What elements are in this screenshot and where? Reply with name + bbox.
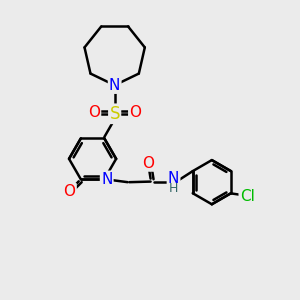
Text: Cl: Cl xyxy=(240,189,255,204)
Text: O: O xyxy=(64,184,76,199)
Text: N: N xyxy=(101,172,112,187)
Text: N: N xyxy=(109,78,120,93)
Text: O: O xyxy=(142,155,154,170)
Text: N: N xyxy=(168,171,179,186)
Text: S: S xyxy=(110,105,120,123)
Text: O: O xyxy=(129,105,141,120)
Text: O: O xyxy=(88,105,100,120)
Text: H: H xyxy=(169,182,178,195)
